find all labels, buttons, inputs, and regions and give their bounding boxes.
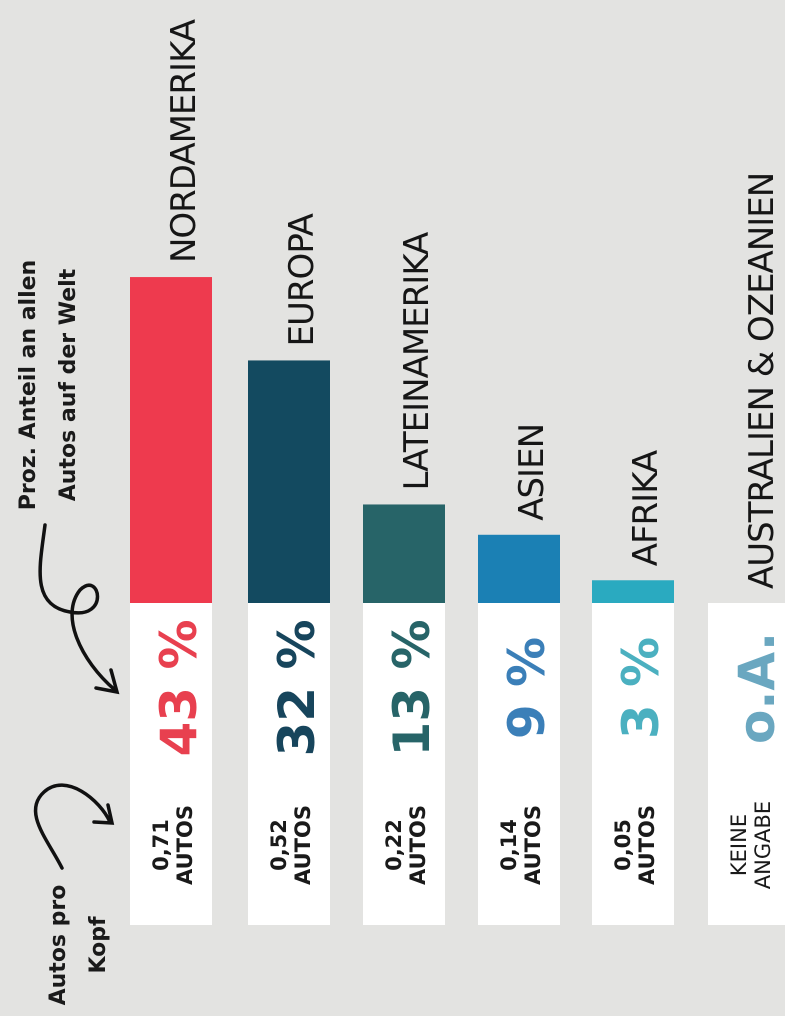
per-capita-label: 0,52 AUTOS (267, 805, 315, 885)
annotation: Autos pro (46, 885, 71, 1006)
per-capita-line: 0,52 (267, 819, 291, 871)
category-label: LATEINAMERIKA (397, 232, 437, 490)
per-capita-label: 0,71 AUTOS (149, 805, 197, 885)
arrows (33, 523, 120, 870)
annotation: Kopf (86, 916, 111, 974)
label-box (592, 603, 674, 925)
per-capita-line: 0,22 (382, 819, 406, 871)
per-capita-line: ANGABE (751, 801, 775, 889)
arrow (38, 523, 117, 692)
per-capita-line: 0,71 (149, 819, 173, 871)
per-capita-label: 0,22 AUTOS (382, 805, 430, 885)
per-capita-line: AUTOS (173, 805, 197, 885)
category-label: EUROPA (282, 213, 322, 346)
bar (363, 504, 445, 603)
category-label: ASIEN (512, 424, 552, 521)
per-capita-line: KEINE (727, 814, 751, 876)
per-capita-line: AUTOS (521, 805, 545, 885)
label-box (478, 603, 560, 925)
label-box (130, 603, 212, 925)
value-label: 13 % (383, 619, 441, 756)
category-label: AUSTRALIEN & OZEANIEN (742, 173, 782, 589)
bar (130, 277, 212, 603)
per-capita-label: 0,14 AUTOS (497, 805, 545, 885)
per-capita-line: AUTOS (406, 805, 430, 885)
label-box (248, 603, 330, 925)
value-label: o.A. (728, 632, 785, 744)
arrowhead (94, 668, 120, 695)
label-box (708, 603, 785, 925)
bar (248, 360, 330, 603)
value-label: 32 % (268, 619, 326, 756)
value-label: 43 % (150, 619, 208, 756)
per-capita-line: AUTOS (635, 805, 659, 885)
per-capita-line: 0,05 (611, 819, 635, 871)
annotation: Proz. Anteil an allen (16, 260, 41, 510)
label-box (363, 603, 445, 925)
value-label: 9 % (498, 637, 556, 739)
category-label: NORDAMERIKA (164, 19, 204, 263)
per-capita-line: 0,14 (497, 819, 521, 871)
value-label: 3 % (612, 637, 670, 739)
arrow (33, 783, 112, 870)
per-capita-line: AUTOS (291, 805, 315, 885)
annotation: Autos auf der Welt (56, 268, 81, 501)
category-label: AFRIKA (626, 450, 666, 566)
per-capita-label: 0,05 AUTOS (611, 805, 659, 885)
bar (592, 580, 674, 603)
per-capita-label: KEINE ANGABE (727, 801, 775, 889)
bar (478, 534, 560, 603)
arrowhead (92, 803, 115, 825)
